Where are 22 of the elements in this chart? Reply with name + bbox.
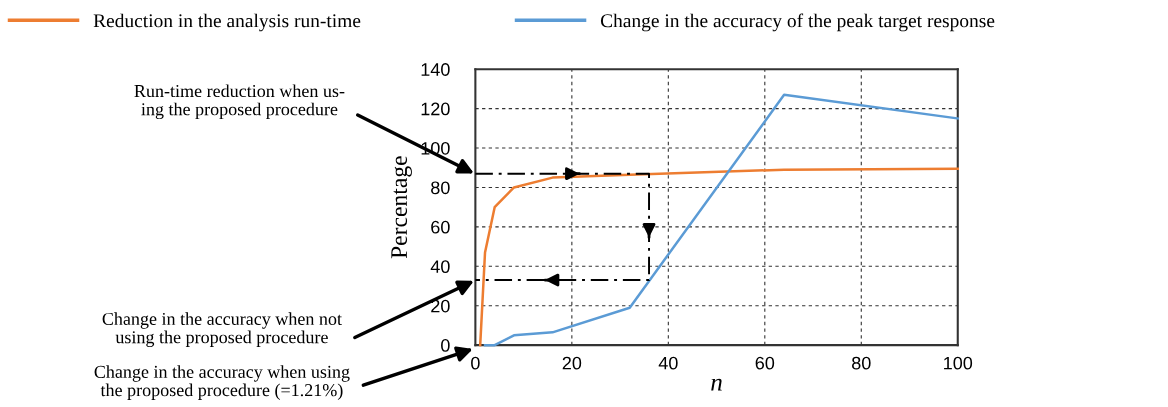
text: Change in the accuracy when using the proposed procedure (=1.21%) [94,365,350,400]
y-tick-label: 40 [430,260,450,274]
y-tick-label: 0 [441,339,450,352]
line-series [483,93,960,347]
x-tick-label: 80 [852,356,871,370]
y-tick-label: 80 [431,181,450,195]
x-tick-label: 100 [944,356,973,370]
x-tick-label: 40 [658,356,678,370]
text: Run-time reduction when us- ing the proposed procedure [134,84,345,120]
y-tick-label: 60 [431,220,450,234]
x-tick-label: 0 [471,356,480,370]
legend-label: Change in the accuracy of the peak target response [600,13,995,32]
y-tick-label: 120 [421,102,450,116]
x-tick-label: 20 [562,356,582,370]
y-tick-label: 20 [431,299,450,313]
y-tick-label: 140 [421,63,450,76]
text: Change in the accuracy when not using the proposed procedure [102,312,342,348]
line-series [478,167,960,347]
legend-label: Reduction in the analysis run-time [93,13,361,32]
x-axis-title: n [711,378,722,391]
y-axis-title: Percentage [391,156,412,259]
x-tick-label: 60 [755,356,775,370]
